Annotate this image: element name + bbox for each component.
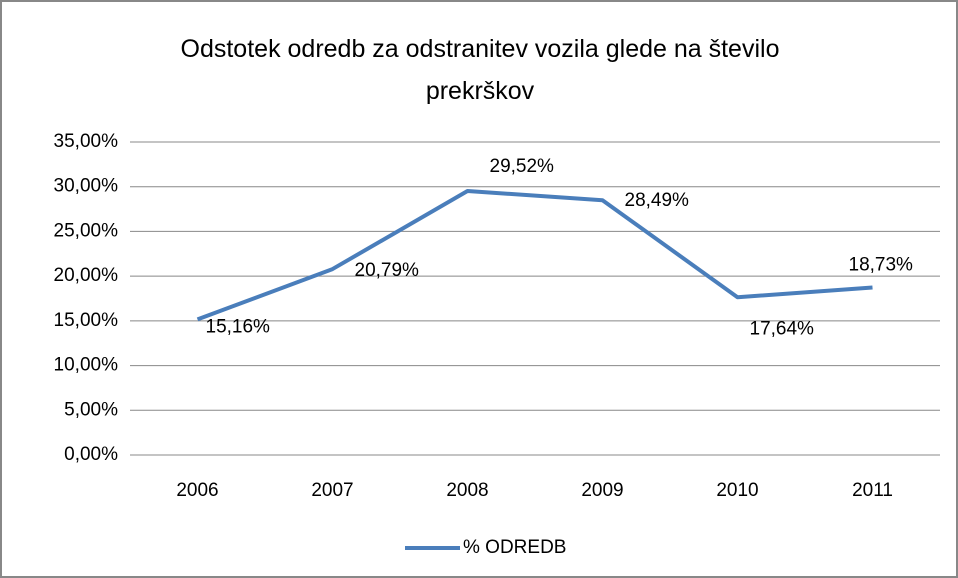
x-tick-label: 2006 [176,480,218,501]
y-tick-label: 10,00% [54,355,119,376]
x-tick-label: 2007 [311,480,353,501]
data-label: 29,52% [490,156,555,177]
data-label: 17,64% [750,318,815,339]
data-label: 15,16% [206,316,271,337]
x-tick-label: 2011 [852,480,893,501]
data-line [196,189,873,322]
y-tick-label: 25,00% [54,220,119,241]
data-label: 28,49% [625,190,690,211]
y-tick-label: 35,00% [54,131,119,152]
y-tick-label: 15,00% [54,310,119,331]
data-label: 20,79% [355,260,420,281]
y-tick-label: 5,00% [64,399,118,420]
x-tick-label: 2009 [581,480,623,501]
y-tick-label: 30,00% [54,176,119,197]
y-tick-label: 20,00% [54,265,119,286]
x-tick-label: 2008 [446,480,488,501]
x-tick-label: 2010 [716,480,758,501]
chart-title: Odstotek odredb za odstranitev vozila gl… [180,35,780,105]
data-label: 18,73% [849,255,914,276]
legend-label: % ODREDB [463,537,566,558]
y-tick-label: 0,00% [64,444,118,465]
